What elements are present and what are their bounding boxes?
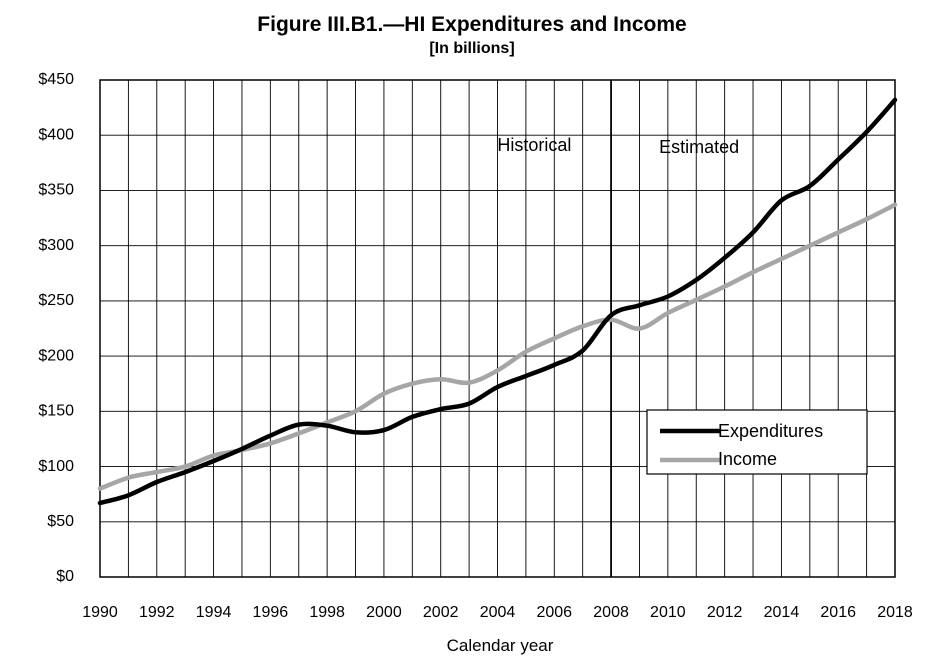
x-tick-label: 2018 — [877, 604, 913, 621]
x-tick-label: 2004 — [480, 604, 516, 621]
x-tick-label: 1992 — [139, 604, 175, 621]
series-layer — [97, 97, 898, 506]
y-tick-label: $400 — [38, 126, 74, 143]
chart-subtitle: [In billions] — [429, 40, 514, 57]
legend: Expenditures Income — [646, 409, 868, 475]
x-tick-label: 1996 — [253, 604, 289, 621]
annotations: Historical Estimated — [497, 135, 739, 157]
x-tick-label: 2010 — [650, 604, 686, 621]
x-tick-label: 2000 — [366, 604, 402, 621]
x-tick-label: 2008 — [593, 604, 629, 621]
x-tick-label: 2002 — [423, 604, 459, 621]
plot-frame — [99, 79, 896, 578]
y-tick-label: $300 — [38, 237, 74, 254]
y-axis-ticks: $0 $50 $100 $150 $200 $250 $300 $350 $400 $450 — [38, 71, 74, 585]
annotation-historical: Historical — [497, 135, 571, 155]
y-tick-label: $100 — [38, 458, 74, 475]
x-tick-label: 1990 — [82, 604, 118, 621]
x-tick-label: 1998 — [309, 604, 345, 621]
legend-box — [646, 409, 868, 475]
legend-label-income: Income — [718, 449, 777, 469]
x-tick-label: 2012 — [707, 604, 743, 621]
y-tick-label: $0 — [56, 568, 74, 585]
y-tick-label: $250 — [38, 292, 74, 309]
series-line-expenditures — [97, 97, 898, 506]
x-tick-label: 2014 — [764, 604, 800, 621]
chart-title: Figure III.B1.—HI Expenditures and Incom… — [257, 13, 686, 36]
x-axis-ticks: 1990 1992 1994 1996 1998 2000 2002 2004 2006 2008… — [82, 604, 913, 621]
y-tick-label: $50 — [47, 513, 74, 530]
legend-label-expenditures: Expenditures — [718, 421, 823, 441]
y-tick-label: $200 — [38, 347, 74, 364]
x-tick-label: 2016 — [820, 604, 856, 621]
annotation-estimated: Estimated — [659, 137, 739, 157]
y-tick-label: $350 — [38, 182, 74, 199]
y-tick-label: $150 — [38, 403, 74, 420]
y-tick-label: $450 — [38, 71, 74, 88]
x-axis-label: Calendar year — [447, 636, 554, 655]
x-tick-label: 1994 — [196, 604, 232, 621]
x-tick-label: 2006 — [536, 604, 572, 621]
